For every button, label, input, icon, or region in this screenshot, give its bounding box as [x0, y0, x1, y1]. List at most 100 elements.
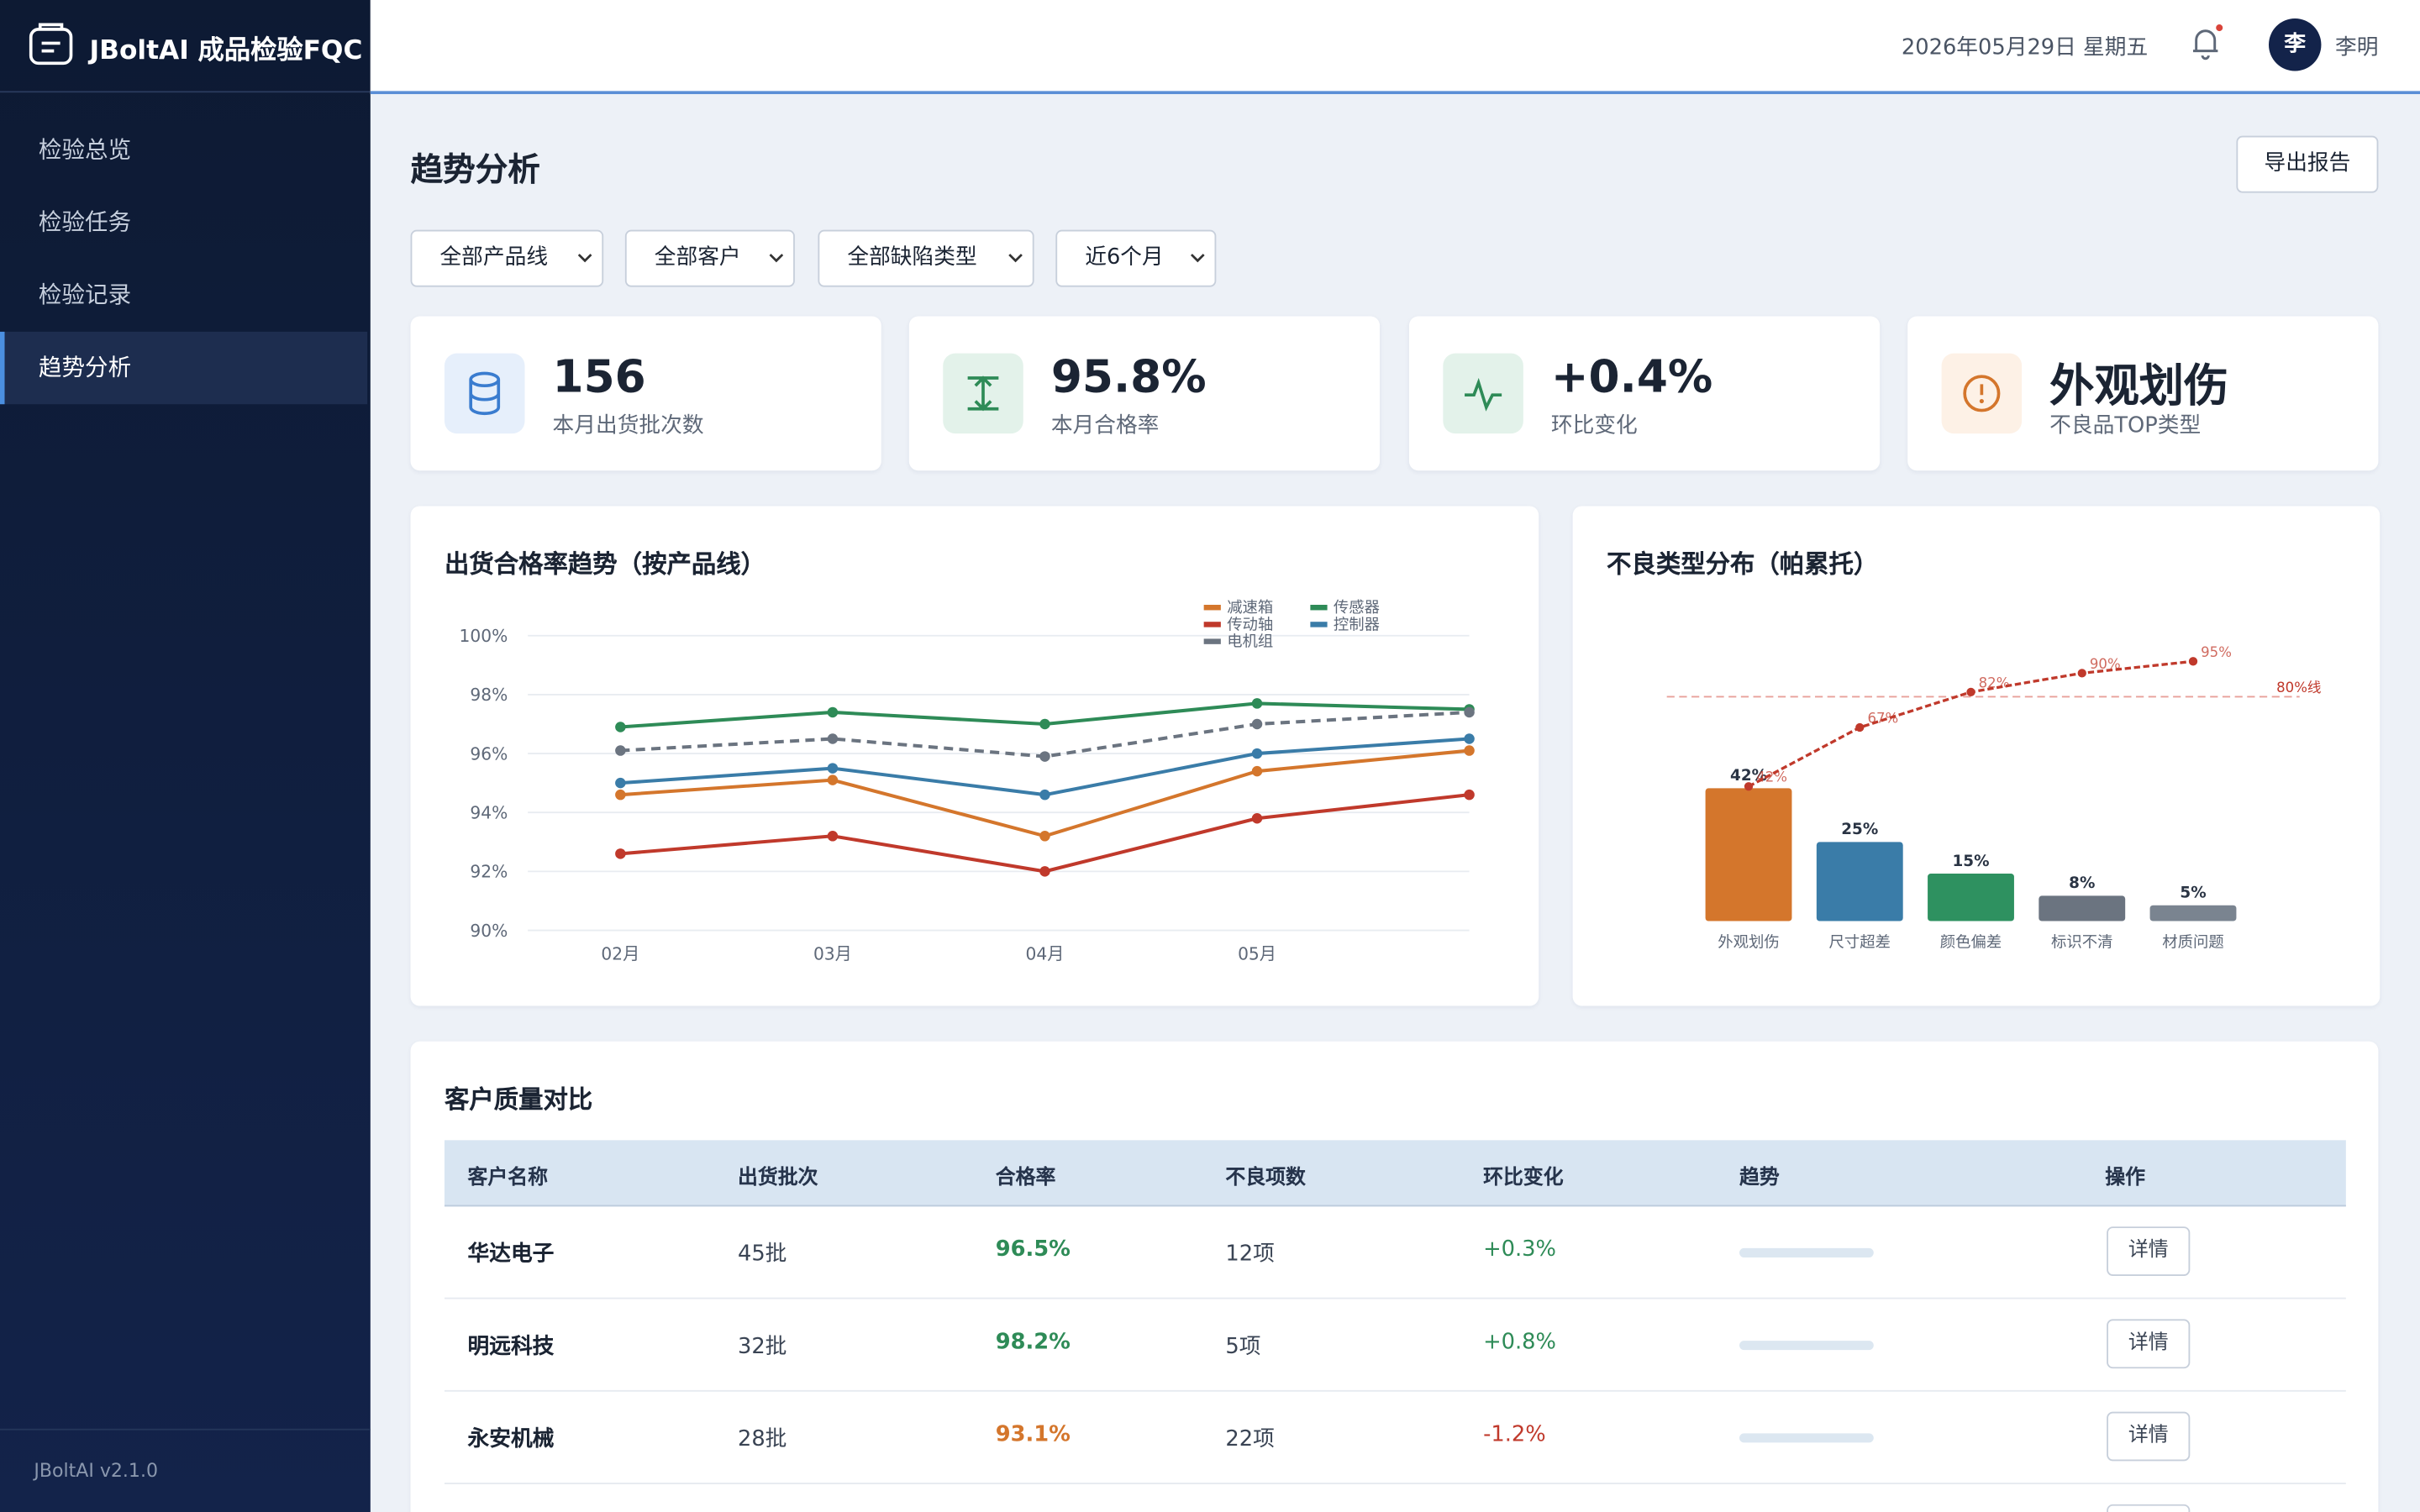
export-button[interactable]: 导出报告 [2236, 135, 2379, 193]
nav-item[interactable]: 检验任务 [38, 207, 132, 237]
cumulative-label: 95% [2201, 644, 2232, 660]
legend-swatch [1203, 622, 1221, 627]
cell: 45批 [737, 1242, 787, 1267]
line-chart: 90% 92% 94% 96% 98% 100% 02月 03月 04月 05月 减速箱 传感器传动轴… [460, 599, 1475, 963]
cumulative-point [1966, 687, 1975, 696]
bar [1928, 874, 2014, 921]
nav-item[interactable]: 检验记录 [38, 281, 132, 309]
brand-name: JBoltAI 成品检验FQC [89, 35, 363, 66]
filter-select[interactable]: 全部客户 [624, 229, 795, 287]
legend-label: 控制器 [1334, 616, 1380, 633]
detail-button[interactable]: 详情 [2107, 1411, 2191, 1462]
column-header: 操作 [2105, 1166, 2146, 1190]
avatar[interactable]: 李 [2269, 18, 2322, 71]
data-point [1039, 866, 1050, 877]
cumulative-label: 42% [1756, 769, 1787, 785]
top-bar [370, 0, 2420, 95]
trend-bar [1739, 1247, 1874, 1257]
kpi-icon [444, 353, 525, 434]
cell: 明远科技 [467, 1334, 555, 1360]
nav-item-active[interactable]: 趋势分析 [0, 331, 368, 405]
date: 2026年05月29日 星期五 [1901, 35, 2149, 60]
cell: 96.5% [995, 1237, 1071, 1263]
bar-value-label: 8% [2069, 874, 2095, 892]
brand-logo [29, 23, 73, 66]
cumulative-label: 67% [1867, 710, 1898, 726]
column-header: 合格率 [995, 1166, 1056, 1190]
data-point [1039, 751, 1050, 762]
cumulative-line [1748, 659, 2194, 788]
threshold-label: 80%线 [2276, 680, 2321, 696]
kpi-card: 95.8% 本月合格率 [908, 316, 1381, 471]
detail-button[interactable]: 详情 [2107, 1226, 2191, 1276]
bar [1705, 788, 1792, 921]
sidebar-divider [0, 1428, 371, 1431]
x-tick-label: 外观划伤 [1718, 934, 1779, 952]
cell: 98.2% [995, 1330, 1071, 1355]
cell: 28批 [737, 1426, 787, 1452]
legend-swatch [1310, 605, 1328, 611]
filter-text: 全部缺陷类型 [847, 245, 977, 270]
filter-select[interactable]: 近6个月 [1055, 229, 1217, 287]
trend-bar [1739, 1433, 1874, 1443]
bar-value-label: 15% [1953, 853, 1990, 870]
legend-label: 电机组 [1227, 633, 1273, 651]
bar-value-label: 5% [2180, 885, 2206, 902]
page-title: 趋势分析 [410, 151, 540, 189]
filter-text: 全部客户 [654, 245, 741, 270]
kpi-value: 156 [552, 349, 646, 403]
cumulative-point [2188, 657, 2198, 666]
cell: 22项 [1225, 1426, 1275, 1452]
chevron [769, 254, 784, 263]
filter-text: 全部产品线 [439, 245, 549, 270]
cell: 永安机械 [467, 1426, 555, 1452]
cell: 12项 [1225, 1242, 1275, 1267]
data-point [827, 831, 839, 842]
column-header: 趋势 [1739, 1166, 1780, 1190]
filter-select[interactable]: 全部产品线 [410, 229, 604, 287]
kpi-card: 156 本月出货批次数 [410, 316, 881, 471]
bar [1816, 842, 1903, 921]
bell-icon[interactable] [2187, 24, 2228, 64]
detail-button[interactable]: 详情 [2107, 1319, 2191, 1369]
table-row: 明远科技 32批 98.2% 5项 +0.8% 详情 [444, 1298, 2346, 1392]
bar [2149, 905, 2237, 921]
kpi-value: +0.4% [1550, 349, 1713, 403]
kpi-icon [1941, 353, 2023, 434]
table-row: 华达电子 45批 96.5% 12项 +0.3% 详情 [444, 1205, 2346, 1299]
data-point [827, 706, 839, 718]
column-header: 环比变化 [1483, 1166, 1564, 1190]
user-name[interactable]: 李明 [2334, 35, 2379, 60]
data-point [615, 848, 626, 859]
cumulative-point [2077, 669, 2086, 678]
data-point [1039, 718, 1050, 730]
kpi-label: 本月出货批次数 [552, 413, 704, 438]
cumulative-label: 90% [2090, 656, 2121, 672]
data-point [1251, 718, 1263, 730]
data-point [1251, 698, 1263, 709]
x-tick-label: 04月 [1026, 943, 1065, 963]
data-point [827, 763, 839, 774]
chevron [1190, 254, 1205, 263]
cell: 5项 [1225, 1334, 1261, 1360]
bar-value-label: 25% [1841, 821, 1878, 838]
detail-button[interactable] [2107, 1504, 2191, 1512]
data-point [1464, 745, 1475, 756]
data-point [1251, 812, 1263, 824]
x-tick-label: 材质问题 [2162, 934, 2223, 952]
data-point [1251, 748, 1263, 759]
cell: +0.3% [1483, 1237, 1557, 1263]
filter-select[interactable]: 全部缺陷类型 [818, 229, 1034, 287]
chevron [577, 254, 592, 263]
kpi-label: 不良品TOP类型 [2049, 413, 2202, 438]
kpi-card: +0.4% 环比变化 [1408, 316, 1881, 471]
trend-bar [1739, 1341, 1874, 1351]
nav-item[interactable]: 检验总览 [38, 135, 132, 164]
kpi-icon [1443, 353, 1523, 434]
cumulative-point [1855, 722, 1865, 732]
data-point [827, 733, 839, 744]
table-title: 客户质量对比 [444, 1084, 593, 1115]
x-tick-label: 03月 [813, 943, 852, 963]
